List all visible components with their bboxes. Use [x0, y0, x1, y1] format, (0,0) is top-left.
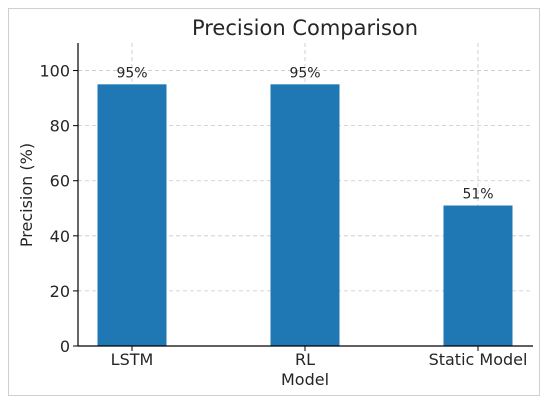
y-tick-label: 0: [60, 337, 70, 356]
bar-static-model: [443, 205, 513, 346]
x-tick-label: RL: [295, 350, 315, 369]
bar-data-label: 95%: [289, 65, 320, 81]
bar-rl: [270, 84, 340, 347]
x-tick-label: Static Model: [429, 350, 528, 369]
chart-title: Precision Comparison: [192, 16, 418, 40]
y-tick-label: 20: [50, 282, 70, 301]
y-tick-label: 80: [50, 117, 70, 136]
y-tick-label: 40: [50, 227, 70, 246]
bar-data-label: 95%: [116, 65, 147, 81]
label-layer: 0 20 40 60 80 100 95% 95% 51% LSTM RL Static Model: [39, 62, 527, 369]
x-axis-label: Model: [281, 370, 329, 389]
y-tick-label: 60: [50, 172, 70, 191]
axes-layer: [73, 43, 533, 351]
bar-data-label: 51%: [462, 187, 493, 203]
x-tick-label: LSTM: [111, 350, 154, 369]
y-axis-label: Precision (%): [17, 143, 36, 247]
bar-lstm: [97, 84, 167, 347]
bar-layer: [97, 84, 513, 347]
y-tick-label: 100: [39, 62, 70, 81]
